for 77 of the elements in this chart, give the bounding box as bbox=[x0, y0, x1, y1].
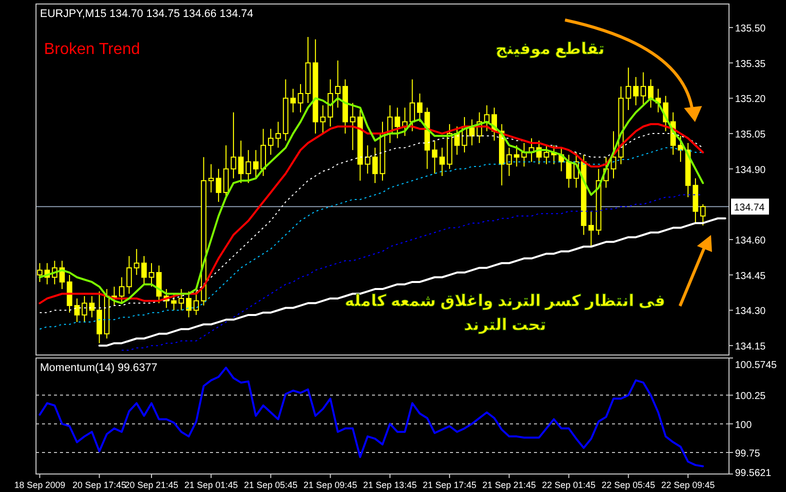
candlestick bbox=[484, 104, 490, 132]
y-tick-label: 100.25 bbox=[735, 391, 766, 402]
candlestick bbox=[648, 78, 654, 108]
candlestick bbox=[134, 248, 140, 276]
y-tick-label: 134.30 bbox=[735, 306, 766, 318]
annotation: Broken Trend bbox=[44, 41, 140, 58]
candlestick bbox=[238, 140, 244, 184]
y-tick-label: 134.45 bbox=[735, 270, 766, 282]
candlestick bbox=[566, 154, 572, 188]
y-tick-label: 134.15 bbox=[735, 342, 766, 353]
candlestick bbox=[394, 107, 400, 139]
candlestick bbox=[253, 150, 259, 179]
candlestick bbox=[320, 104, 326, 134]
x-tick-label: 22 Sep 09:45 bbox=[661, 480, 715, 490]
candlestick bbox=[640, 72, 646, 106]
annotation: فى انتظار كسر الترند واغلاق شمعه كامله تحت الترند bbox=[344, 293, 666, 334]
candlestick bbox=[633, 76, 639, 106]
candlestick bbox=[193, 290, 199, 316]
y-tick-label: 100.5745 bbox=[735, 360, 778, 371]
x-tick-label: 22 Sep 01:45 bbox=[542, 480, 596, 490]
candlestick bbox=[506, 147, 512, 176]
line-series bbox=[98, 217, 726, 347]
y-tick-label: 135.20 bbox=[735, 94, 766, 106]
candlestick bbox=[700, 204, 706, 226]
ref-line-label: 134.74 bbox=[734, 202, 766, 214]
x-tick-label: 20 Sep 21:45 bbox=[124, 480, 178, 490]
y-tick-label: 135.35 bbox=[735, 58, 766, 70]
y-tick-label: 100 bbox=[735, 420, 752, 431]
candlestick bbox=[626, 67, 632, 111]
candlestick bbox=[89, 296, 95, 318]
chart-title: EURJPY,M15 134.70 134.75 134.66 134.74 bbox=[40, 8, 254, 20]
candlestick bbox=[544, 144, 550, 165]
x-tick-label: 22 Sep 05:45 bbox=[602, 480, 656, 490]
y-tick-label: 99.5621 bbox=[735, 468, 772, 479]
candlestick bbox=[372, 147, 378, 184]
candlestick bbox=[410, 78, 416, 132]
candlestick bbox=[275, 121, 281, 148]
candlestick bbox=[290, 88, 296, 113]
x-tick-label: 21 Sep 09:45 bbox=[304, 480, 358, 490]
candlestick bbox=[260, 128, 266, 176]
candlestick bbox=[439, 147, 445, 176]
x-tick-label: 21 Sep 05:45 bbox=[244, 480, 298, 490]
annotation: تقاطع موفينج bbox=[496, 41, 604, 58]
candlestick bbox=[82, 296, 88, 323]
candlestick bbox=[350, 102, 356, 151]
y-tick-label: 134.90 bbox=[735, 164, 766, 176]
candlestick bbox=[186, 290, 192, 318]
y-tick-label: 134.60 bbox=[735, 236, 766, 247]
candlestick bbox=[364, 144, 370, 174]
candlestick bbox=[432, 140, 438, 174]
chart-title: Momentum(14) 99.6377 bbox=[40, 362, 158, 374]
candlestick bbox=[141, 256, 147, 285]
candlestick bbox=[514, 144, 520, 168]
x-tick-label: 20 Sep 17:45 bbox=[72, 480, 126, 490]
candlestick bbox=[36, 262, 42, 282]
y-tick-label: 135.05 bbox=[735, 130, 766, 141]
y-tick-label: 135.50 bbox=[735, 24, 766, 35]
x-tick-label: 21 Sep 21:45 bbox=[482, 480, 536, 490]
candlestick bbox=[246, 150, 252, 184]
candlestick bbox=[126, 256, 132, 294]
candlestick bbox=[335, 60, 341, 108]
x-tick-label: 21 Sep 13:45 bbox=[363, 480, 417, 490]
x-tick-label: 21 Sep 01:45 bbox=[184, 480, 238, 490]
x-tick-label: 18 Sep 2009 bbox=[14, 480, 66, 490]
candlestick bbox=[417, 93, 422, 122]
candlestick bbox=[156, 264, 162, 304]
candlestick bbox=[328, 78, 334, 127]
candlestick bbox=[588, 210, 594, 248]
candlestick bbox=[96, 290, 102, 344]
candlestick bbox=[148, 262, 154, 288]
candlestick bbox=[118, 276, 124, 304]
candlestick bbox=[178, 288, 184, 311]
candlestick bbox=[208, 164, 214, 193]
candlestick bbox=[216, 168, 222, 202]
y-tick-label: 99.75 bbox=[735, 448, 760, 460]
x-tick-label: 21 Sep 17:45 bbox=[422, 480, 476, 490]
candlestick bbox=[268, 128, 274, 156]
